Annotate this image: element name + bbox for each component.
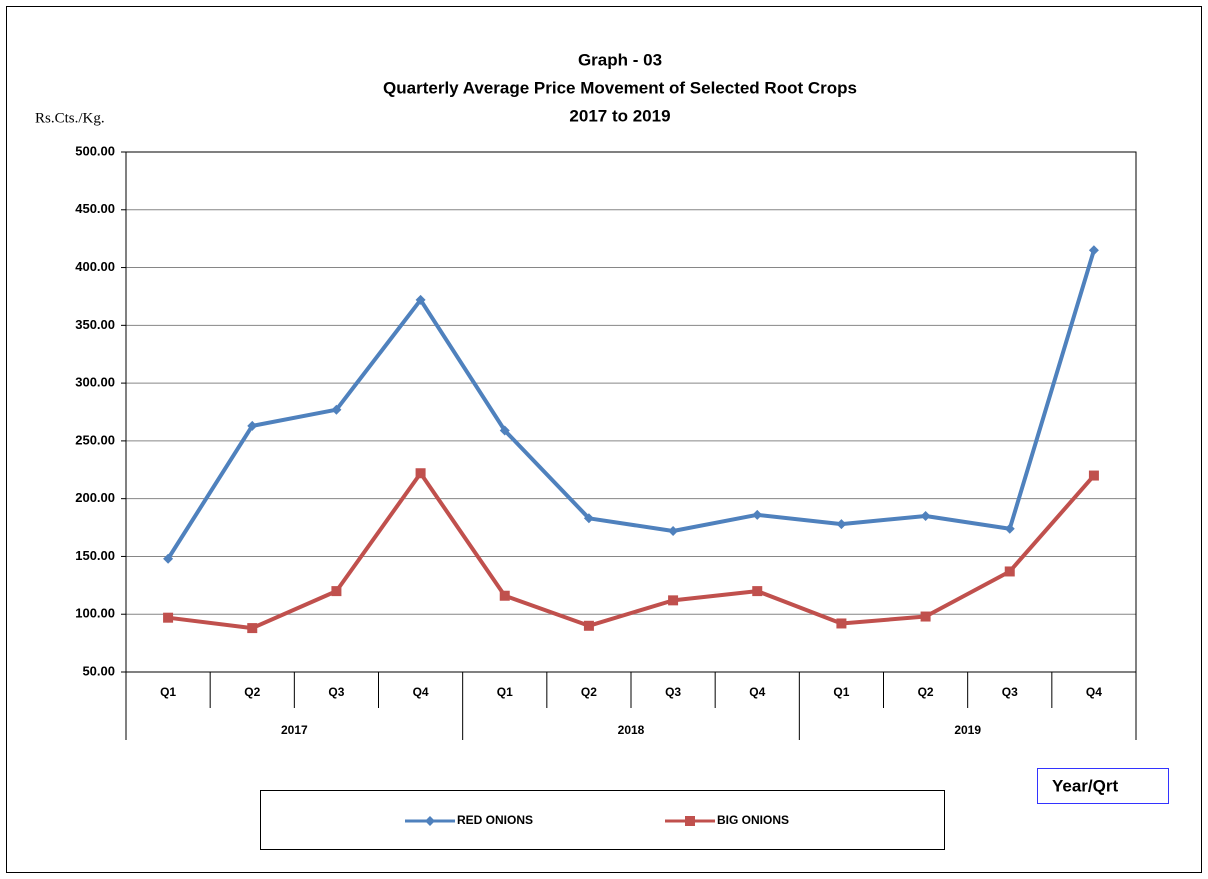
data-point xyxy=(415,294,426,305)
x-group-label: 2017 xyxy=(281,723,308,737)
x-axis-label: Year/Qrt xyxy=(1052,776,1118,795)
x-group-label: 2018 xyxy=(618,723,645,737)
y-tick-label: 250.00 xyxy=(75,432,115,447)
data-point xyxy=(163,612,174,623)
y-tick-label: 200.00 xyxy=(75,490,115,505)
data-point xyxy=(920,511,931,521)
x-tick-label: Q2 xyxy=(581,685,597,699)
data-point xyxy=(331,586,342,597)
chart-title: Quarterly Average Price Movement of Sele… xyxy=(383,78,857,97)
data-point xyxy=(1088,470,1099,481)
y-tick-label: 500.00 xyxy=(75,143,115,158)
x-tick-label: Q1 xyxy=(160,685,176,699)
y-tick-label: 100.00 xyxy=(75,606,115,621)
y-tick-label: 450.00 xyxy=(75,201,115,216)
series-line xyxy=(167,471,1096,631)
data-point xyxy=(499,590,510,601)
data-point xyxy=(247,420,258,431)
x-tick-label: Q3 xyxy=(1002,685,1018,699)
data-point xyxy=(247,623,258,634)
x-group-label: 2019 xyxy=(954,723,981,737)
data-point xyxy=(752,509,763,520)
data-point xyxy=(836,618,847,629)
data-point xyxy=(668,595,679,606)
y-tick-label: 150.00 xyxy=(75,548,115,563)
data-point xyxy=(583,620,594,631)
data-point xyxy=(499,425,510,436)
legend xyxy=(260,790,945,850)
y-tick-label: 300.00 xyxy=(75,375,115,390)
x-tick-label: Q2 xyxy=(244,685,260,699)
y-tick-label: 400.00 xyxy=(75,259,115,274)
chart-title: 2017 to 2019 xyxy=(569,106,670,125)
x-axis-label-box xyxy=(1037,768,1169,804)
data-point xyxy=(836,519,847,530)
legend-label: BIG ONIONS xyxy=(717,813,789,827)
data-point xyxy=(920,611,931,622)
data-point xyxy=(1088,245,1099,256)
data-point xyxy=(752,586,763,597)
x-tick-label: Q3 xyxy=(328,685,344,699)
data-point xyxy=(163,553,174,564)
x-tick-label: Q4 xyxy=(413,685,429,699)
x-tick-label: Q1 xyxy=(497,685,513,699)
data-point xyxy=(331,404,342,415)
y-tick-label: 50.00 xyxy=(82,663,115,678)
data-point xyxy=(668,526,679,537)
series-line xyxy=(166,249,1096,560)
legend-marker xyxy=(425,816,435,826)
x-tick-label: Q2 xyxy=(918,685,934,699)
plot-area xyxy=(126,152,1136,672)
chart-title: Graph - 03 xyxy=(578,50,662,69)
y-axis-label: Rs.Cts./Kg. xyxy=(35,110,105,126)
x-tick-label: Q4 xyxy=(1086,685,1102,699)
legend-label: RED ONIONS xyxy=(457,813,533,827)
y-tick-label: 350.00 xyxy=(75,317,115,332)
data-point xyxy=(1004,523,1015,534)
x-tick-label: Q1 xyxy=(833,685,849,699)
legend-marker xyxy=(685,816,695,826)
data-point xyxy=(415,468,426,479)
x-tick-label: Q3 xyxy=(665,685,681,699)
x-tick-label: Q4 xyxy=(749,685,765,699)
data-point xyxy=(1004,566,1015,577)
data-point xyxy=(583,513,594,524)
